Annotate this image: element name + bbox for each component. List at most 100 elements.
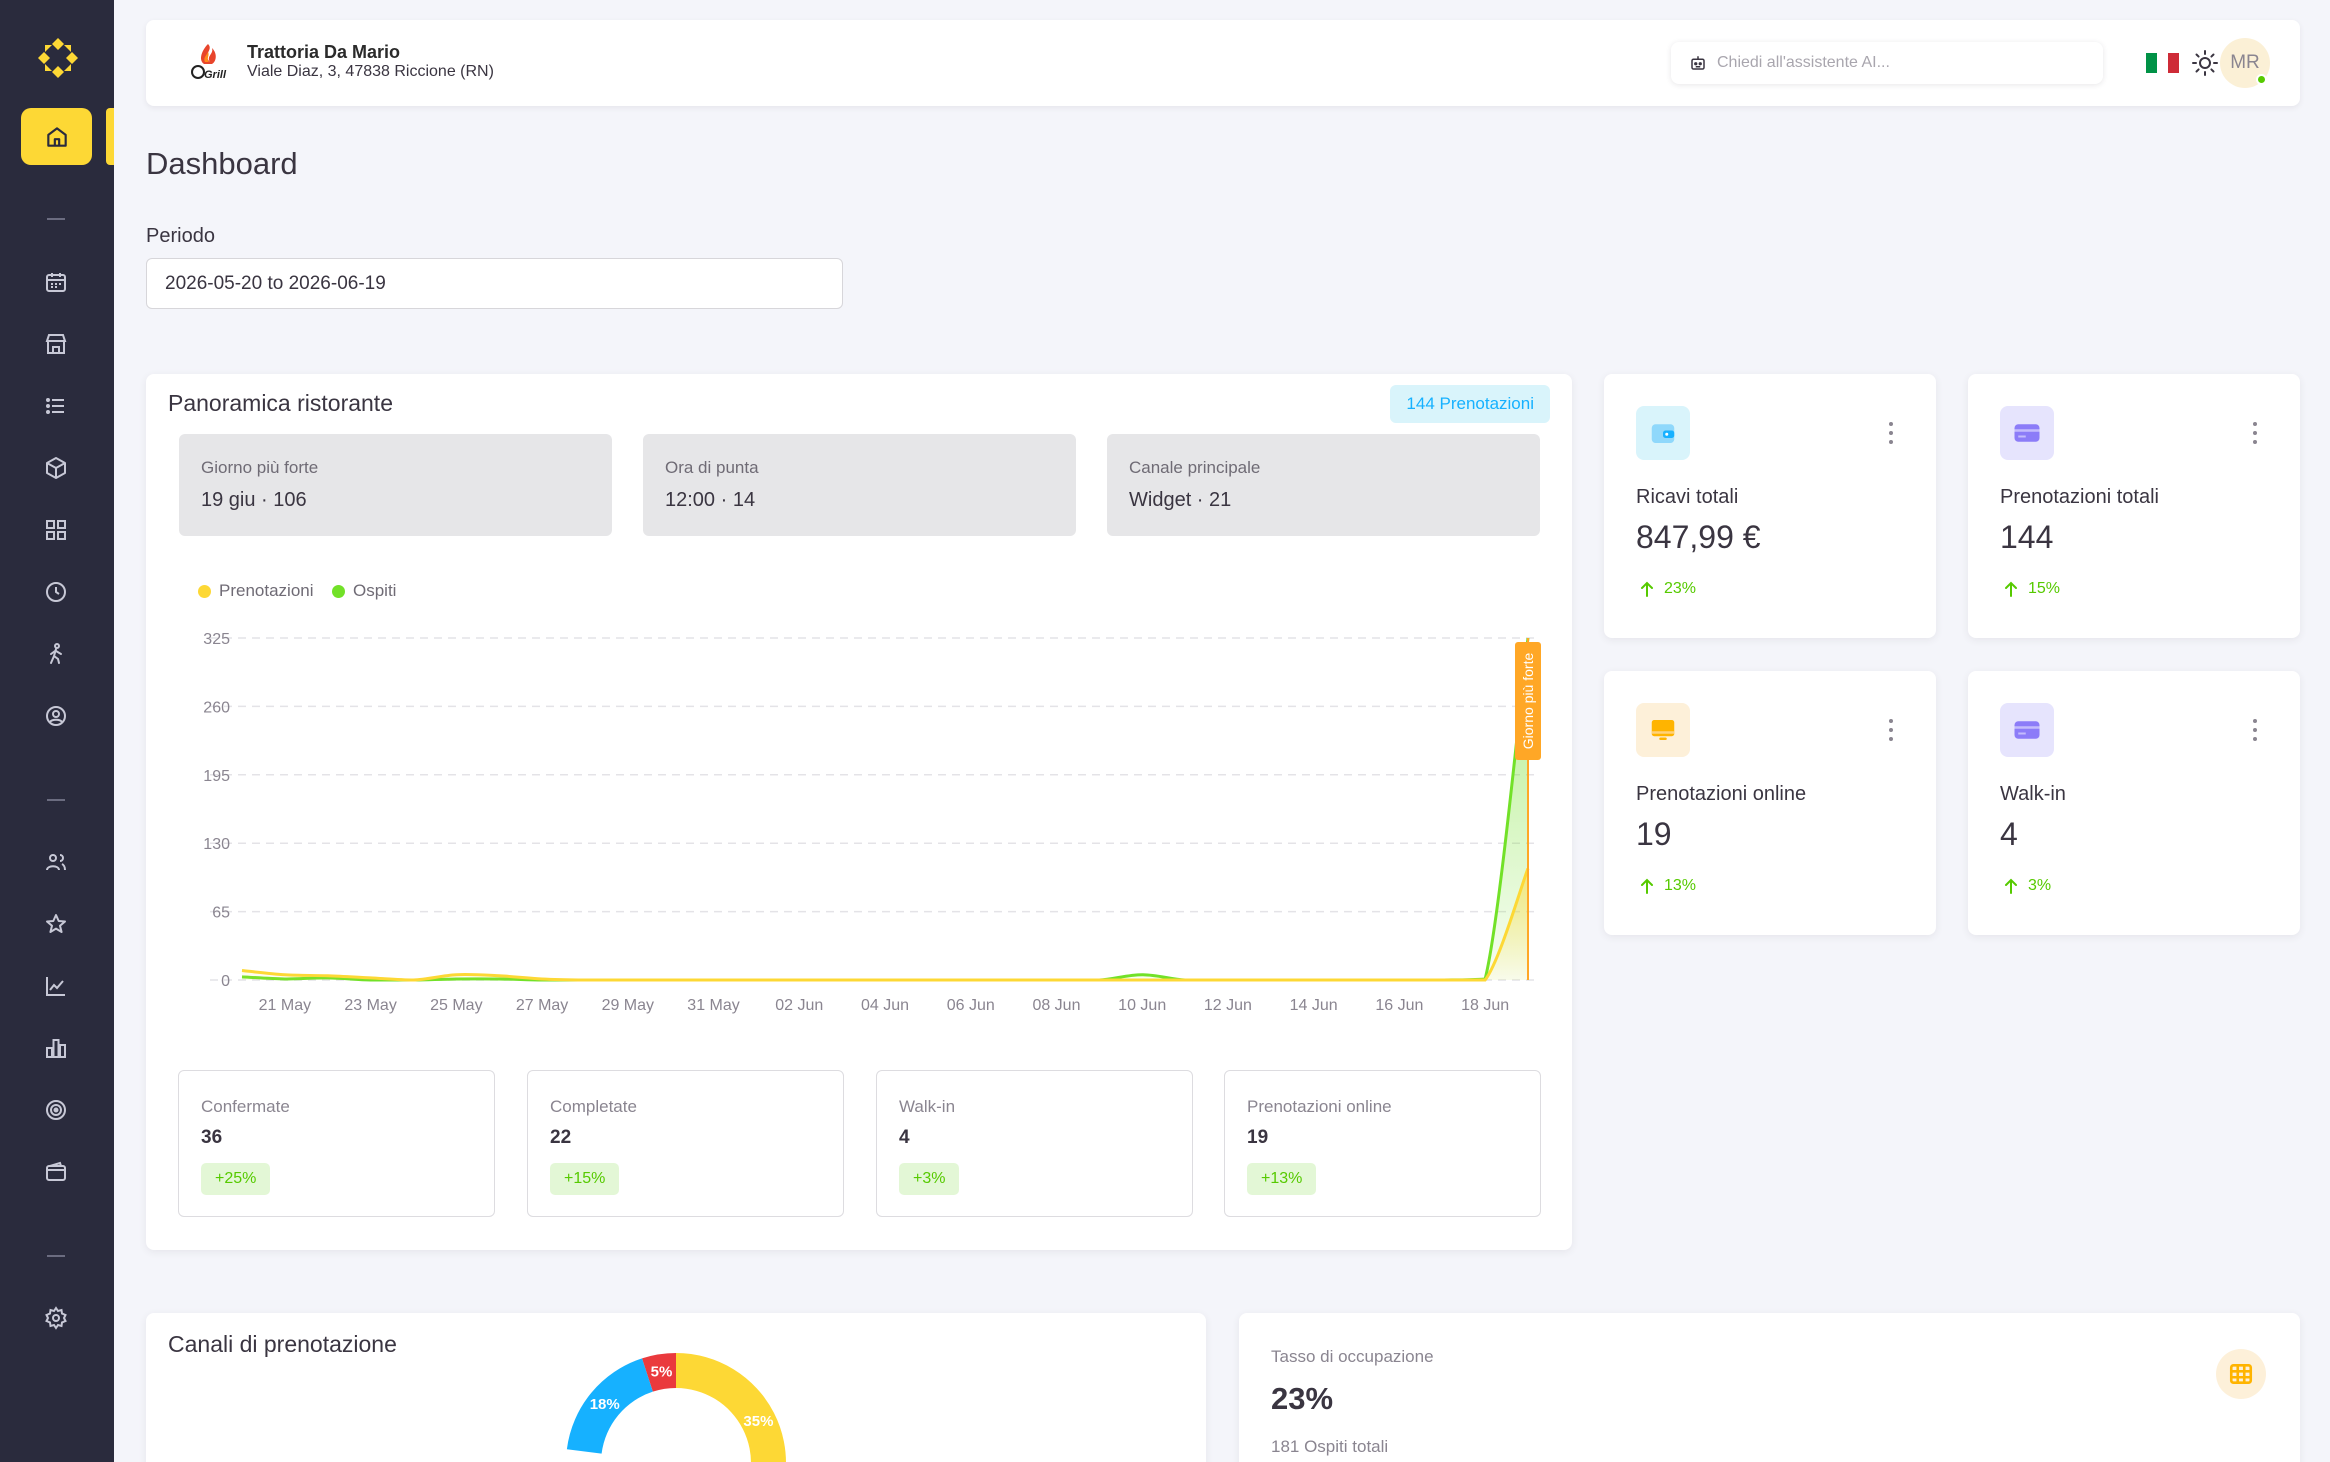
booking-channels-donut-chart[interactable]: 5% 35% 18% <box>546 1313 806 1462</box>
sidebar-item-wallet[interactable] <box>40 1156 72 1188</box>
store-icon <box>45 334 67 354</box>
x-tick-label: 06 Jun <box>947 997 995 1014</box>
arrow-up-icon <box>2005 878 2017 894</box>
kpi-trend: 13% <box>1640 877 1696 895</box>
arrow-up-icon <box>2005 581 2017 597</box>
x-tick-label: 16 Jun <box>1375 997 1423 1014</box>
more-options-button[interactable] <box>2252 422 2258 444</box>
ai-assistant-input[interactable]: Chiedi all'assistente AI... <box>1671 42 2103 84</box>
sidebar-divider <box>47 1255 65 1257</box>
sidebar-item-reports[interactable] <box>40 1032 72 1064</box>
mini-stat-value: 36 <box>201 1127 223 1148</box>
period-date-range-input[interactable]: 2026-05-20 to 2026-06-19 <box>146 258 843 309</box>
series-line-prenotazioni <box>241 867 1530 982</box>
italian-flag-icon[interactable] <box>2146 53 2179 73</box>
sidebar-item-reviews[interactable] <box>40 908 72 940</box>
y-tick-label: 130 <box>203 836 230 853</box>
mini-stat-value: 22 <box>550 1127 572 1148</box>
kpi-label: Prenotazioni totali <box>2000 486 2159 508</box>
donut-slice-label: 5% <box>651 1364 673 1381</box>
list-icon <box>46 398 64 414</box>
sidebar-item-store[interactable] <box>40 328 72 360</box>
online-bookings-stat: Prenotazioni online 19 +13% <box>1224 1070 1541 1217</box>
legend-item-ospiti[interactable]: Ospiti <box>332 581 396 601</box>
restaurant-logo[interactable]: Grill <box>188 40 232 84</box>
mini-stat-label: Confermate <box>201 1097 290 1116</box>
clock-icon <box>46 582 66 602</box>
sidebar <box>0 0 114 1462</box>
x-tick-label: 04 Jun <box>861 997 909 1014</box>
x-tick-label: 08 Jun <box>1032 997 1080 1014</box>
sidebar-item-profile[interactable] <box>40 700 72 732</box>
card-icon <box>2000 406 2054 460</box>
main-channel-stat: Canale principale Widget · 21 <box>1107 434 1540 536</box>
target-icon <box>46 1100 66 1120</box>
x-tick-label: 18 Jun <box>1461 997 1509 1014</box>
stat-value: 19 giu · 106 <box>201 489 307 511</box>
sun-icon[interactable] <box>2190 48 2220 78</box>
donut-slice[interactable] <box>642 1353 676 1392</box>
sidebar-item-goals[interactable] <box>40 1094 72 1126</box>
more-options-button[interactable] <box>2252 719 2258 741</box>
arrow-up-icon <box>1641 878 1653 894</box>
bookings-count-badge: 144 Prenotazioni <box>1390 385 1550 423</box>
grid-icon <box>46 520 66 540</box>
mini-stat-badge: +15% <box>550 1163 620 1195</box>
line-chart-icon <box>46 977 65 996</box>
sidebar-item-calendar[interactable] <box>40 266 72 298</box>
more-options-button[interactable] <box>1888 719 1894 741</box>
table-grid-icon[interactable] <box>2216 1349 2266 1399</box>
mini-stat-label: Completate <box>550 1097 637 1116</box>
kpi-label: Ricavi totali <box>1636 486 1739 508</box>
confirmed-stat: Confermate 36 +25% <box>178 1070 495 1217</box>
wallet-icon <box>1636 406 1690 460</box>
sidebar-item-settings[interactable] <box>40 1302 72 1334</box>
overview-card: Panoramica ristorante 144 Prenotazioni G… <box>146 374 1572 1250</box>
mini-stat-value: 4 <box>899 1127 910 1148</box>
sidebar-item-walkin[interactable] <box>40 638 72 670</box>
star-icon <box>46 914 66 933</box>
sidebar-item-history[interactable] <box>40 576 72 608</box>
kpi-value: 19 <box>1636 816 1672 852</box>
donut-slice-label: 35% <box>743 1413 773 1430</box>
page-title: Dashboard <box>146 146 298 181</box>
kpi-trend-value: 23% <box>1664 580 1697 597</box>
mini-stat-badge: +3% <box>899 1163 960 1195</box>
box-icon <box>46 457 66 479</box>
kpi-value: 144 <box>2000 519 2054 555</box>
stat-label: Ora di punta <box>665 458 759 477</box>
sidebar-item-packages[interactable] <box>40 452 72 484</box>
x-tick-label: 10 Jun <box>1118 997 1166 1014</box>
users-icon <box>46 854 66 871</box>
kpi-trend-value: 13% <box>1664 877 1697 894</box>
legend-swatch <box>198 584 211 598</box>
legend-item-prenotazioni[interactable]: Prenotazioni <box>198 581 314 601</box>
app-logo-icon[interactable] <box>36 36 80 80</box>
kpi-trend: 23% <box>1640 580 1696 598</box>
donut-slice[interactable] <box>566 1358 653 1454</box>
occupancy-value: 23% <box>1271 1381 1334 1416</box>
sidebar-item-customers[interactable] <box>40 846 72 878</box>
sidebar-item-grid[interactable] <box>40 514 72 546</box>
x-tick-label: 31 May <box>687 997 739 1014</box>
x-tick-label: 23 May <box>344 997 396 1014</box>
walkin-stat: Walk-in 4 +3% <box>876 1070 1193 1217</box>
stat-value: 12:00 · 14 <box>665 489 756 511</box>
sidebar-item-analytics[interactable] <box>40 970 72 1002</box>
mini-stat-badge: +25% <box>201 1163 271 1195</box>
sidebar-item-home[interactable] <box>21 108 92 165</box>
x-tick-label: 25 May <box>430 997 482 1014</box>
kpi-trend-value: 15% <box>2028 580 2061 597</box>
strongest-day-stat: Giorno più forte 19 giu · 106 <box>179 434 612 536</box>
bar-chart-icon <box>46 1039 66 1058</box>
bookings-area-chart[interactable]: 0 65 130 195 260 325 21 May 23 May 25 May 27 May 2… <box>146 614 1572 1014</box>
y-tick-label: 325 <box>203 631 230 648</box>
wallet-icon <box>46 1161 66 1181</box>
sidebar-item-list[interactable] <box>40 390 72 422</box>
gear-icon <box>45 1306 67 1330</box>
x-tick-label: 14 Jun <box>1290 997 1338 1014</box>
more-options-button[interactable] <box>1888 422 1894 444</box>
occupancy-label: Tasso di occupazione <box>1271 1347 1434 1366</box>
y-tick-label: 65 <box>212 905 230 922</box>
donut-slice[interactable] <box>676 1353 786 1462</box>
